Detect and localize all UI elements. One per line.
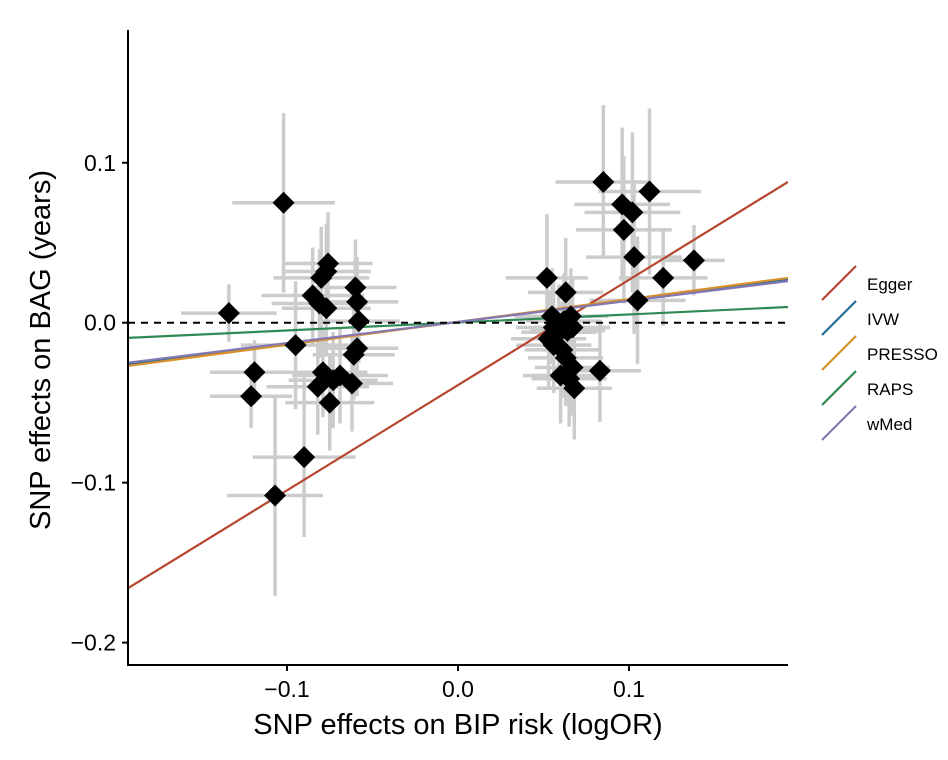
snp-point — [318, 391, 341, 414]
y-tick-label: 0.0 — [84, 310, 116, 336]
snp-point — [588, 359, 611, 382]
snp-point — [652, 266, 675, 289]
legend-key-presso — [821, 335, 857, 371]
legend-key-wmed — [821, 405, 857, 441]
snp-point — [217, 302, 240, 325]
snp-point — [638, 180, 661, 203]
snp-point — [563, 377, 586, 400]
snp-point — [626, 289, 649, 312]
snp-point — [243, 361, 266, 384]
snp-point — [293, 446, 316, 469]
snp-point — [592, 170, 615, 193]
legend-key-egger — [821, 265, 857, 301]
snp-point — [561, 356, 584, 379]
snp-point — [612, 218, 635, 241]
legend-label-presso: PRESSO — [867, 345, 938, 364]
snp-point — [346, 290, 369, 313]
tick-labels: −0.1 0.0 0.1 −0.2 −0.1 0.0 0.1 — [71, 150, 645, 702]
x-axis-title: SNP effects on BIP risk (logOR) — [253, 709, 662, 741]
snp-point — [682, 249, 705, 272]
legend-label-raps: RAPS — [867, 380, 913, 399]
x-tick-label: 0.1 — [613, 676, 645, 702]
data-points — [217, 170, 705, 507]
snp-point — [272, 191, 295, 214]
snp-point — [535, 266, 558, 289]
legend-key-raps — [821, 370, 857, 406]
snp-point — [561, 316, 584, 339]
axes — [122, 30, 788, 671]
x-tick-label: 0.0 — [442, 676, 474, 702]
legend-label-ivw: IVW — [867, 310, 899, 329]
legend-label-egger: Egger — [867, 275, 913, 294]
y-tick-label: −0.2 — [71, 630, 116, 656]
y-tick-label: −0.1 — [71, 470, 116, 496]
snp-point — [623, 246, 646, 269]
snp-point — [284, 334, 307, 357]
snp-point — [346, 337, 369, 360]
y-axis-title: SNP effects on BAG (years) — [25, 170, 57, 530]
legend-label-wmed: wMed — [866, 415, 912, 434]
snp-point — [344, 276, 367, 299]
snp-point — [315, 260, 338, 283]
snp-point — [621, 201, 644, 224]
snp-point — [240, 385, 263, 408]
regression-lines — [128, 181, 788, 590]
snp-point — [554, 281, 577, 304]
fit-line-egger — [128, 181, 788, 590]
y-tick-label: 0.1 — [84, 150, 116, 176]
legend-key-ivw — [821, 300, 857, 336]
snp-point — [264, 484, 287, 507]
x-tick-label: −0.1 — [264, 676, 309, 702]
error-bars — [181, 105, 725, 597]
snp-point — [340, 372, 363, 395]
snp-point — [315, 297, 338, 320]
snp-point — [347, 310, 370, 333]
legend: Egger IVW PRESSO RAPS wMed — [821, 265, 938, 441]
